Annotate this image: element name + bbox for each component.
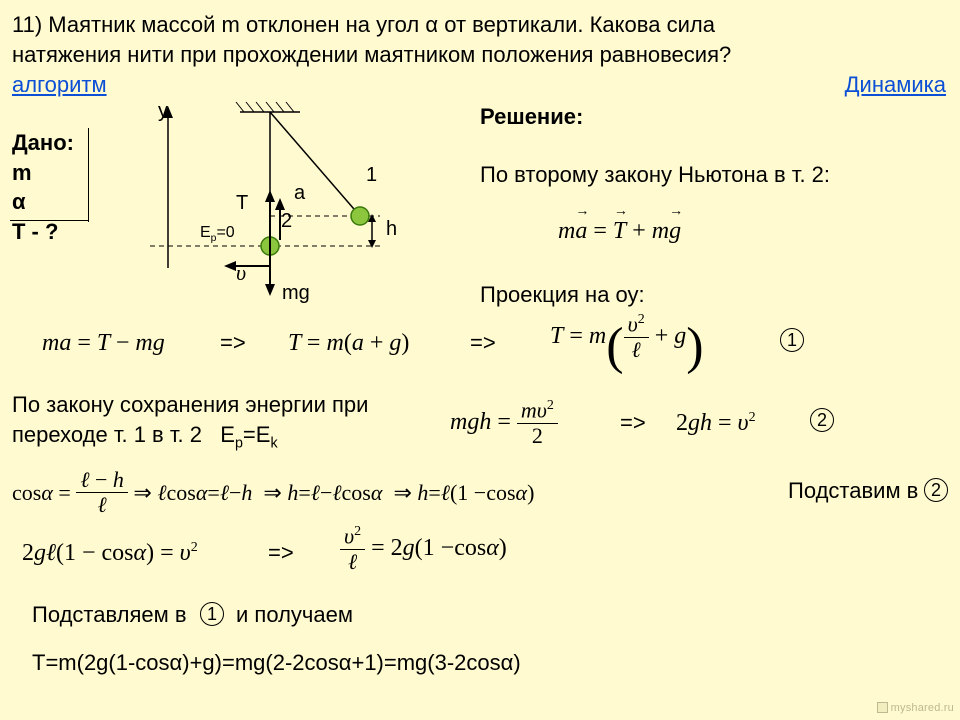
- eq-scalar: ma = T − mg: [42, 330, 165, 357]
- eq-T1: T = m(a + g): [288, 330, 409, 357]
- cos-chain: cosα = ℓ − hℓ ⇒ ℓcosα = ℓ − h ⇒ h = ℓ − …: [12, 468, 534, 517]
- sub-in-text: Подставим в: [788, 478, 918, 504]
- problem-line1: Маятник массой m отклонен на угол α от в…: [48, 12, 715, 37]
- energy-text: По закону сохранения энергии при переход…: [12, 390, 368, 453]
- watermark: myshared.ru: [877, 702, 954, 714]
- final-answer: T=m(2g(1-cosα)+g)=mg(2-2cosα+1)=mg(3-2co…: [32, 650, 521, 676]
- sub1-a: Подставляем в: [32, 602, 187, 628]
- eq-vector: ma→ = T→ + mg→: [558, 218, 681, 245]
- dynamics-link[interactable]: Динамика: [845, 72, 946, 98]
- solution-title: Решение:: [480, 104, 583, 130]
- eq-2gh: 2gh = υ2: [676, 410, 756, 437]
- given-find: T - ?: [12, 219, 58, 244]
- mg-label: mg: [282, 282, 310, 305]
- given-divider: [88, 128, 89, 222]
- y-label: y: [158, 100, 168, 123]
- given-block: Дано: m α T - ?: [12, 128, 74, 247]
- pos1-label: 1: [366, 164, 377, 187]
- given-m: m: [12, 160, 32, 185]
- sub1-b: и получаем: [236, 602, 353, 628]
- eq-T2: T = m ( υ2ℓ + g ): [550, 312, 704, 362]
- arrow-3: =>: [620, 410, 646, 436]
- Ep0-label: Ep=0: [200, 224, 235, 244]
- T-label: T: [236, 192, 248, 215]
- given-title: Дано:: [12, 130, 74, 155]
- ref-2a: 2: [810, 408, 834, 432]
- eq-energy: mgh = mυ22: [450, 398, 558, 448]
- arrow-2: =>: [470, 330, 496, 356]
- arrow-1: =>: [220, 330, 246, 356]
- a-label: a: [294, 182, 305, 205]
- projection-text: Проекция на оу:: [480, 282, 645, 308]
- ref-1b: 1: [200, 602, 224, 626]
- eq-v2l: υ2ℓ = 2g(1 − cosα): [340, 524, 507, 574]
- problem-line2: натяжения нити при прохождении маятником…: [12, 42, 731, 67]
- given-underline: [10, 220, 88, 221]
- given-alpha: α: [12, 189, 26, 214]
- ref-1a: 1: [780, 328, 804, 352]
- problem-statement: 11) Маятник массой m отклонен на угол α …: [12, 10, 731, 69]
- algorithm-link[interactable]: алгоритм: [12, 72, 107, 98]
- arrow-4: =>: [268, 540, 294, 566]
- pendulum-diagram: [120, 98, 400, 308]
- ref-2b: 2: [924, 478, 948, 502]
- v-label: υ: [236, 260, 246, 286]
- h-label: h: [386, 218, 397, 241]
- problem-number: 11): [12, 12, 42, 37]
- logo-icon: [877, 702, 888, 713]
- pos2-label: 2: [281, 210, 292, 233]
- newton2-text: По второму закону Ньютона в т. 2:: [480, 162, 830, 188]
- eq-2gl: 2gℓ(1 − cosα) = υ2: [22, 540, 198, 567]
